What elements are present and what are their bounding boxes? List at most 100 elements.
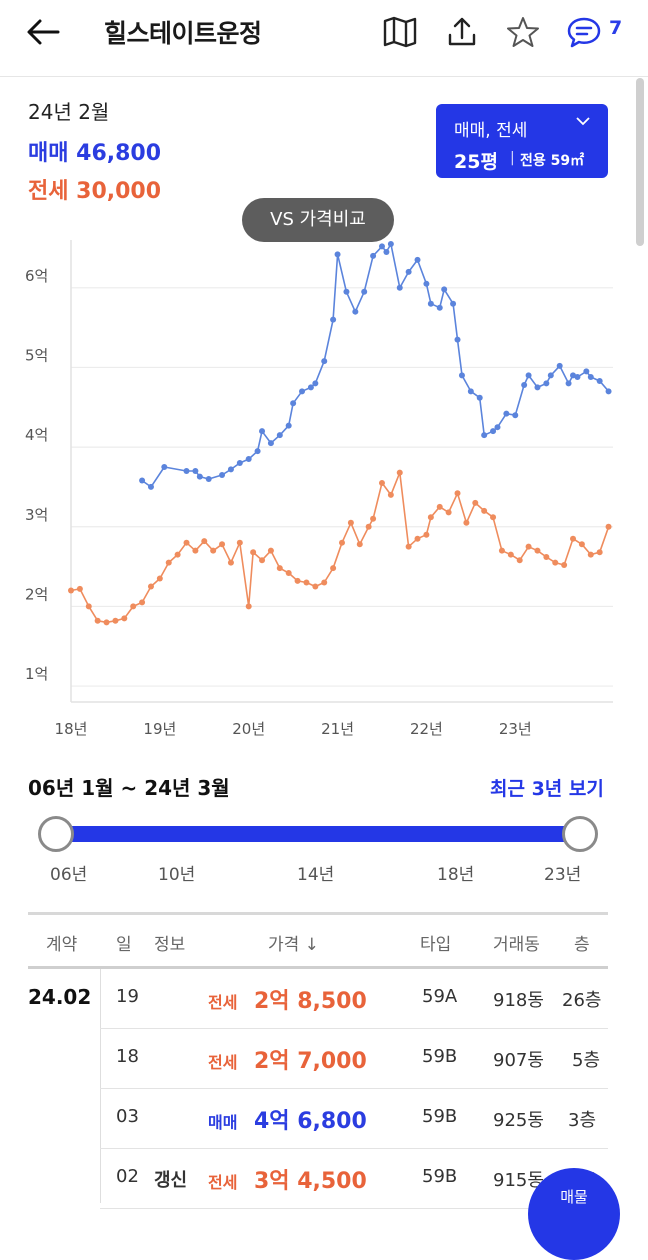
col-header-contract[interactable]: 계약 — [46, 935, 78, 955]
range-tick: 14년 — [297, 865, 335, 885]
sale-data-point — [414, 256, 421, 263]
sale-data-point — [396, 284, 403, 291]
jeonse-data-point — [85, 603, 92, 610]
jeonse-data-point — [103, 619, 110, 626]
back-arrow-icon — [27, 19, 60, 45]
table-row[interactable]: 24.02 19 전세 2억 8,500 59A 918동 26층 — [28, 969, 608, 1029]
range-tick: 06년 — [50, 865, 88, 885]
table-row[interactable]: 03 매매 4억 6,800 59B 925동 3층 — [100, 1089, 608, 1149]
range-track[interactable] — [56, 826, 580, 842]
listings-fab-button[interactable]: 매물 — [528, 1168, 620, 1260]
jeonse-data-point — [201, 538, 208, 545]
deal-type-label: 매매, 전세 — [454, 121, 528, 141]
jeonse-data-point — [534, 547, 541, 554]
sale-data-point — [490, 428, 497, 435]
jeonse-data-point — [414, 535, 421, 542]
col-header-type[interactable]: 타입 — [420, 935, 452, 955]
sale-data-point — [543, 380, 550, 387]
sale-data-point — [161, 464, 168, 471]
col-header-dong[interactable]: 거래동 — [493, 935, 540, 955]
sale-data-point — [565, 380, 572, 387]
dong-cell: 915동 — [493, 1170, 544, 1191]
vs-compare-button[interactable]: VS 가격비교 — [242, 198, 394, 242]
recent-3-years-link[interactable]: 최근 3년 보기 — [490, 778, 604, 800]
price-cell: 4억 6,800 — [254, 1109, 367, 1134]
listings-fab-label: 매물 — [560, 1188, 588, 1206]
x-tick-label: 18년 — [55, 720, 88, 738]
sale-data-point — [352, 308, 359, 315]
day-cell: 03 — [116, 1106, 139, 1127]
y-tick-label: 3억 — [25, 506, 48, 524]
x-tick-label: 21년 — [321, 720, 354, 738]
x-tick-label: 22년 — [410, 720, 443, 738]
range-end-handle[interactable] — [562, 816, 598, 852]
sale-data-point — [259, 428, 266, 435]
comments-button[interactable] — [566, 14, 602, 50]
sale-data-point — [334, 251, 341, 258]
y-tick-label: 1억 — [25, 665, 48, 683]
scrollbar[interactable] — [636, 78, 644, 246]
jeonse-data-point — [68, 587, 74, 594]
jeonse-data-point — [236, 539, 243, 546]
col-header-floor[interactable]: 층 — [574, 935, 590, 955]
col-header-price[interactable]: 가격 ↓ — [268, 935, 319, 955]
jeonse-data-point — [347, 519, 354, 526]
sale-data-point — [458, 372, 465, 379]
table-top-border — [28, 912, 608, 915]
jeonse-data-point — [387, 491, 394, 498]
star-icon — [507, 17, 539, 47]
col-header-info[interactable]: 정보 — [154, 935, 186, 955]
range-tick: 10년 — [158, 865, 196, 885]
sale-data-point — [436, 304, 443, 311]
jeonse-data-point — [587, 551, 594, 558]
jeonse-data-point — [121, 615, 128, 622]
jeonse-data-point — [605, 523, 612, 530]
table-header-border — [28, 966, 608, 969]
x-tick-label: 20년 — [232, 720, 265, 738]
sale-data-point — [494, 424, 501, 431]
sale-data-point — [547, 372, 554, 379]
range-start-handle[interactable] — [38, 816, 74, 852]
sale-price-summary: 매매 46,800 — [28, 141, 162, 166]
jeonse-data-point — [370, 515, 377, 522]
favorite-button[interactable] — [505, 14, 541, 50]
sale-data-point — [583, 368, 590, 375]
sale-data-point — [290, 400, 297, 407]
jeonse-data-point — [139, 599, 146, 606]
jeonse-data-point — [481, 507, 488, 514]
map-button[interactable] — [382, 14, 418, 50]
sale-data-point — [370, 252, 377, 259]
sale-data-point — [587, 374, 594, 381]
back-button[interactable] — [24, 14, 64, 50]
comment-count: 7 — [609, 17, 623, 39]
jeonse-data-point — [130, 603, 137, 610]
jeonse-data-point — [561, 561, 568, 568]
jeonse-data-point — [454, 490, 461, 497]
jeonse-data-point — [192, 547, 199, 554]
jeonse-data-point — [227, 559, 234, 566]
dong-cell: 918동 — [493, 990, 544, 1011]
info-cell: 갱신 — [154, 1170, 188, 1191]
dong-cell: 907동 — [493, 1050, 544, 1071]
pyeong-label: 25평 — [454, 151, 498, 173]
table-row[interactable]: 18 전세 2억 7,000 59B 907동 5층 — [100, 1029, 608, 1089]
sale-data-point — [534, 384, 541, 391]
sale-data-point — [299, 388, 306, 395]
jeonse-data-point — [156, 575, 163, 582]
exclusive-area-label: 전용 59㎡ — [520, 153, 585, 169]
share-button[interactable] — [444, 14, 480, 50]
jeonse-data-point — [285, 569, 292, 576]
price-cell: 3억 4,500 — [254, 1169, 367, 1194]
jeonse-data-point — [174, 551, 181, 558]
range-tick: 18년 — [437, 865, 475, 885]
deal-filter-dropdown[interactable]: 매매, 전세 25평 | 전용 59㎡ — [436, 104, 608, 178]
jeonse-data-point — [245, 603, 252, 610]
jeonse-data-point — [396, 469, 403, 476]
col-header-day[interactable]: 일 — [116, 935, 132, 955]
selected-date: 24년 2월 — [28, 100, 110, 124]
range-tick: 23년 — [544, 865, 582, 885]
y-tick-label: 5억 — [25, 346, 48, 364]
price-chart[interactable]: 1억 2억 3억 4억 5억 6억 18년 19년 20년 21년 22년 23년 — [0, 232, 648, 752]
sale-data-point — [267, 440, 274, 447]
sale-data-point — [236, 460, 243, 467]
